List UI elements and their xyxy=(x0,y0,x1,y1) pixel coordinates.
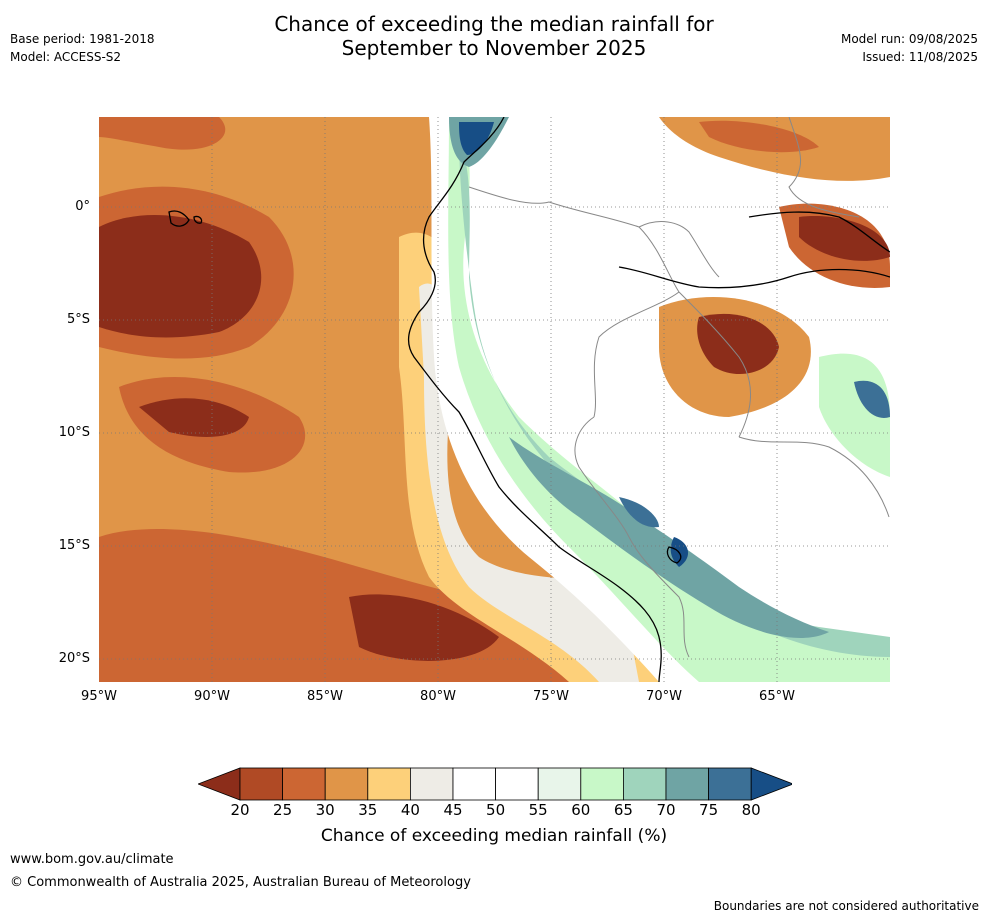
region-80-north xyxy=(459,122,494,155)
colorbar-swatches xyxy=(198,767,792,801)
colorbar-swatch xyxy=(622,767,667,801)
country-borders xyxy=(468,117,890,658)
map-panel xyxy=(99,117,890,682)
region-70-andes xyxy=(509,437,829,638)
colorbar-swatch xyxy=(537,767,582,801)
colorbar-tick-label: 50 xyxy=(486,801,506,819)
colorbar-swatch xyxy=(324,767,369,801)
colorbar-swatch xyxy=(665,767,709,801)
title-line-1: Chance of exceeding the median rainfall … xyxy=(274,12,714,36)
colorbar-tick-label: 25 xyxy=(273,801,293,819)
colorbar-tick-label: 30 xyxy=(315,801,335,819)
region-20-inland xyxy=(697,313,779,375)
region-50-land xyxy=(429,117,890,682)
rainfall-map xyxy=(99,117,890,682)
colorbar-swatch xyxy=(580,767,624,801)
lon-label-75w: 75°W xyxy=(533,689,569,704)
lon-label-85w: 85°W xyxy=(307,689,343,704)
lat-label-0: 0° xyxy=(75,199,90,214)
region-20-south xyxy=(349,594,499,661)
colorbar-tick-label: 65 xyxy=(613,801,633,819)
model-text: Model: ACCESS-S2 xyxy=(10,50,122,64)
colorbar-swatch xyxy=(367,767,411,801)
lat-label-20s: 20°S xyxy=(58,651,90,666)
lon-label-90w: 90°W xyxy=(194,689,230,704)
base-period-text: Base period: 1981-2018 xyxy=(10,32,155,46)
metadata-left: Base period: 1981-2018 Model: ACCESS-S2 xyxy=(10,30,155,66)
colorbar-swatch xyxy=(282,767,326,801)
colorbar-swatch xyxy=(452,767,496,801)
colorbar-tick-label: 20 xyxy=(230,801,250,819)
colorbar-tick-label: 60 xyxy=(571,801,591,819)
region-20-southwest xyxy=(139,398,249,437)
map-title: Chance of exceeding the median rainfall … xyxy=(0,12,988,60)
title-line-2: September to November 2025 xyxy=(341,36,647,60)
colorbar-tick-label: 55 xyxy=(528,801,548,819)
lat-label-10s: 10°S xyxy=(58,425,90,440)
issued-text: Issued: 11/08/2025 xyxy=(862,50,978,64)
colorbar-tick-label: 35 xyxy=(358,801,378,819)
colorbar-arrow-high xyxy=(750,767,792,801)
lon-label-95w: 95°W xyxy=(81,689,117,704)
lon-label-80w: 80°W xyxy=(420,689,456,704)
region-20-galapagos xyxy=(99,215,262,338)
lon-label-70w: 70°W xyxy=(646,689,682,704)
lat-label-15s: 15°S xyxy=(58,538,90,553)
model-run-text: Model run: 09/08/2025 xyxy=(840,32,978,46)
region-75-east xyxy=(854,380,890,418)
colorbar-arrow-low xyxy=(198,767,241,801)
colorbar-label: Chance of exceeding median rainfall (%) xyxy=(320,826,668,846)
colorbar xyxy=(198,767,792,801)
region-20-northeast xyxy=(799,216,890,261)
colorbar-swatch xyxy=(409,767,454,801)
region-75-spot xyxy=(619,497,659,528)
colorbar-swatch xyxy=(239,767,283,801)
colorbar-tick-label: 70 xyxy=(656,801,676,819)
colorbar-tick-label: 80 xyxy=(741,801,761,819)
colorbar-tick-label: 75 xyxy=(699,801,719,819)
colorbar-tick-label: 40 xyxy=(400,801,420,819)
colorbar-swatch xyxy=(495,767,539,801)
coastline xyxy=(168,117,890,682)
region-30-northwest xyxy=(99,117,226,150)
metadata-right: Model run: 09/08/2025 Issued: 11/08/2025 xyxy=(841,30,978,66)
lat-label-5s: 5°S xyxy=(66,312,90,327)
lon-label-65w: 65°W xyxy=(759,689,795,704)
footer-copyright: © Commonwealth of Australia 2025, Austra… xyxy=(10,875,471,890)
footer-note: Boundaries are not considered authoritat… xyxy=(713,899,979,913)
colorbar-swatch xyxy=(708,767,752,801)
footer-url: www.bom.gov.au/climate xyxy=(10,852,174,867)
region-30-north-land xyxy=(699,120,819,153)
colorbar-tick-label: 45 xyxy=(443,801,463,819)
